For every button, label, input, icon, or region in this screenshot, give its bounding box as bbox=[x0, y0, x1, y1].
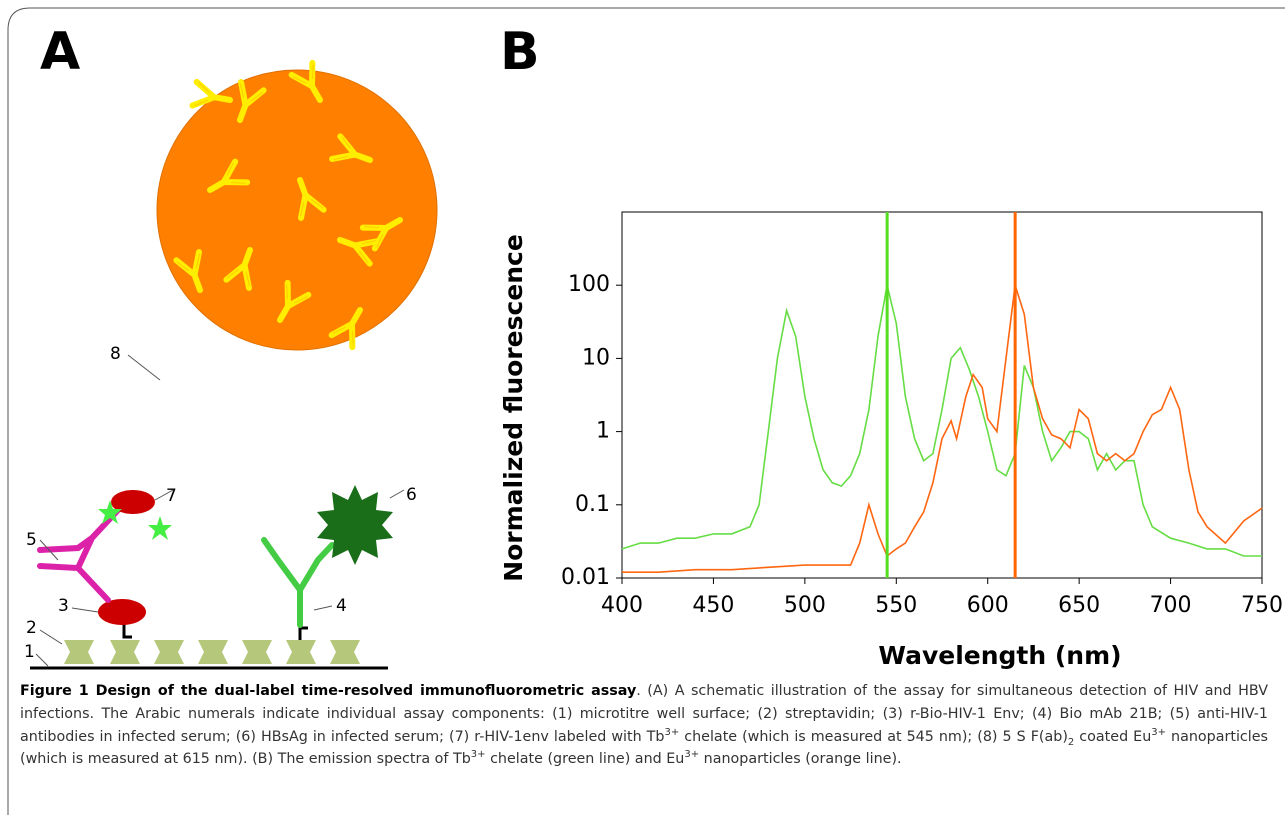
tb-chelate bbox=[98, 500, 122, 524]
component-number: 6 bbox=[406, 485, 417, 505]
tb-chelate bbox=[148, 516, 172, 540]
y-tick-label: 100 bbox=[568, 272, 610, 297]
caption-text: 3+ bbox=[684, 749, 700, 761]
mab-21b bbox=[261, 537, 335, 628]
x-tick-label: 550 bbox=[875, 593, 917, 618]
caption-text: 2 bbox=[1067, 736, 1075, 748]
env-antigen bbox=[98, 599, 146, 625]
x-tick-label: 750 bbox=[1241, 593, 1283, 618]
panel-label: A bbox=[40, 22, 80, 82]
caption-text: coated Eu bbox=[1074, 728, 1152, 745]
caption-text: nanoparticles (which is measured at 615 … bbox=[20, 728, 1269, 768]
x-tick-label: 700 bbox=[1150, 593, 1192, 618]
leader-lines bbox=[35, 354, 405, 667]
y-axis-label: Normalized fluorescence bbox=[499, 234, 528, 582]
x-tick-label: 600 bbox=[967, 593, 1009, 618]
y-tick-label: 10 bbox=[582, 345, 610, 370]
component-number: 8 bbox=[110, 344, 121, 364]
x-tick-label: 500 bbox=[784, 593, 826, 618]
x-axis-label: Wavelength (nm) bbox=[878, 641, 1121, 670]
caption-text: chelate (green line) and Eu bbox=[485, 751, 685, 768]
x-tick-label: 400 bbox=[601, 593, 643, 618]
caption-text: . (A) A schematic illustration of the as… bbox=[20, 683, 1268, 745]
component-number: 5 bbox=[26, 530, 37, 550]
streptavidin-row bbox=[64, 640, 360, 664]
tb-label-carrier bbox=[111, 490, 155, 514]
plot-frame bbox=[621, 211, 1263, 579]
spectrum-line bbox=[621, 285, 1262, 557]
y-tick-label: 1 bbox=[596, 419, 610, 444]
caption-text: chelate (which is measured at 545 nm); (… bbox=[679, 728, 1068, 745]
y-tick-label: 0.1 bbox=[575, 492, 610, 517]
caption-text: 3+ bbox=[1151, 726, 1166, 738]
component-number: 1 bbox=[24, 642, 35, 662]
caption: Figure 1 Design of the dual-label time-r… bbox=[20, 680, 1268, 771]
y-tick-label: 0.01 bbox=[561, 565, 610, 590]
biotin-link bbox=[298, 626, 308, 640]
component-number: 4 bbox=[336, 596, 347, 616]
component-number: 3 bbox=[58, 596, 69, 616]
component-number: 7 bbox=[166, 486, 177, 506]
hbsag bbox=[317, 485, 393, 565]
biotin-link bbox=[122, 622, 132, 639]
caption-text: nanoparticles (orange line). bbox=[699, 751, 902, 768]
caption-text: 3+ bbox=[664, 726, 680, 738]
caption-text: 3+ bbox=[470, 749, 486, 761]
panel-label: B bbox=[500, 22, 540, 82]
nanoparticle bbox=[156, 69, 438, 351]
schematic bbox=[30, 63, 438, 670]
spectrum-line bbox=[622, 284, 1263, 573]
x-tick-label: 450 bbox=[692, 593, 734, 618]
component-number: 2 bbox=[26, 618, 37, 638]
caption-title: Figure 1 Design of the dual-label time-r… bbox=[20, 683, 637, 699]
x-tick-label: 650 bbox=[1058, 593, 1100, 618]
figure-border bbox=[7, 7, 1285, 815]
